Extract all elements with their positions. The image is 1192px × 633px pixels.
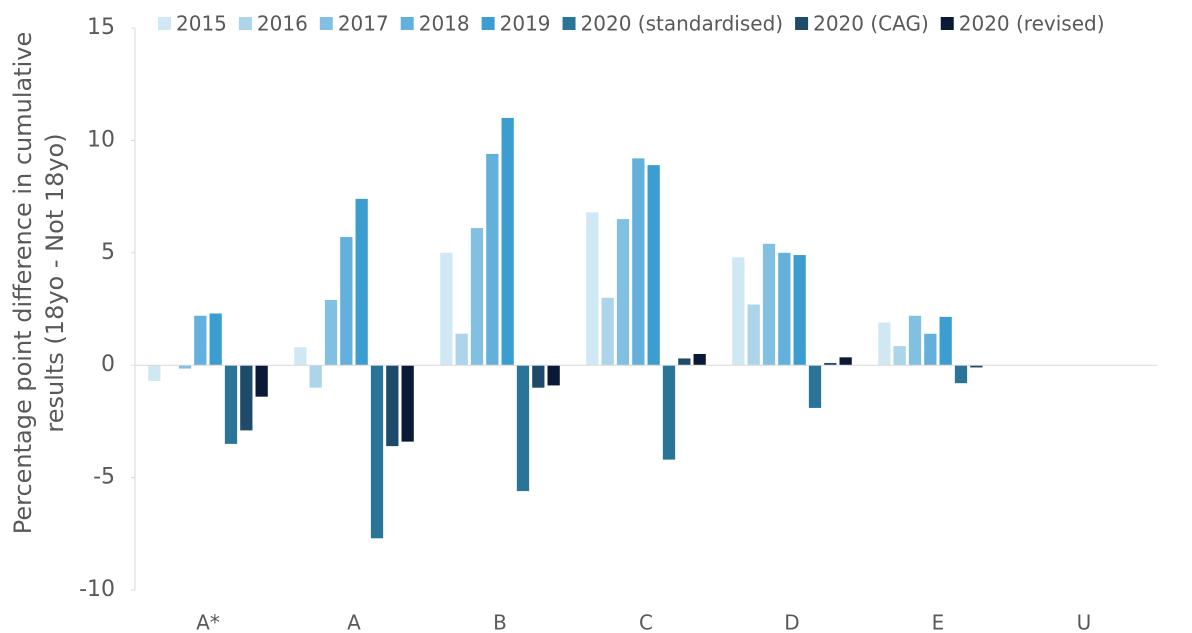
bar xyxy=(178,365,192,369)
y-tick-label: -10 xyxy=(79,577,115,602)
bar xyxy=(839,357,852,366)
legend-swatch xyxy=(795,17,809,30)
bar xyxy=(732,257,745,366)
bar xyxy=(878,322,891,366)
bar xyxy=(647,165,660,366)
bar xyxy=(693,353,706,366)
y-tick-label: 10 xyxy=(87,127,115,152)
bar xyxy=(547,365,560,386)
bar xyxy=(255,365,268,397)
y-tick-label: 15 xyxy=(87,15,115,40)
bar xyxy=(240,365,253,431)
legend-swatch xyxy=(400,17,414,30)
bar xyxy=(601,297,614,366)
bar xyxy=(762,243,776,366)
legend-label: 2015 xyxy=(176,12,227,36)
bar xyxy=(148,365,161,381)
bar xyxy=(440,252,453,366)
bar xyxy=(501,117,514,366)
y-tick-label: 5 xyxy=(101,240,115,265)
bar xyxy=(370,365,384,539)
bar xyxy=(632,158,645,366)
y-tick-label: -5 xyxy=(93,465,115,490)
bar xyxy=(616,219,630,366)
legend-label: 2017 xyxy=(338,12,389,36)
bar xyxy=(970,365,983,368)
y-tick-label: 0 xyxy=(101,352,115,377)
bar xyxy=(532,365,545,388)
bar xyxy=(294,347,307,366)
legend-label: 2016 xyxy=(257,12,308,36)
x-tick-label: D xyxy=(784,611,799,633)
bar xyxy=(678,358,691,366)
x-tick-label: B xyxy=(493,611,507,633)
legend-swatch xyxy=(940,17,954,30)
bar xyxy=(662,365,676,460)
bar xyxy=(324,300,338,366)
legend-label: 2020 (CAG) xyxy=(813,12,929,36)
legend-label: 2020 (standardised) xyxy=(581,12,784,36)
bar xyxy=(954,365,968,384)
bar xyxy=(939,316,952,366)
bar xyxy=(586,212,599,366)
legend-swatch xyxy=(562,17,576,30)
bar xyxy=(355,198,368,366)
x-tick-label: A* xyxy=(196,611,220,633)
x-tick-label: C xyxy=(639,611,653,633)
x-tick-label: U xyxy=(1077,611,1092,633)
bar xyxy=(778,252,791,366)
bar xyxy=(486,153,499,366)
legend-swatch xyxy=(238,17,252,30)
bar xyxy=(309,365,322,388)
bar xyxy=(340,237,353,366)
legend-label: 2020 (revised) xyxy=(959,12,1105,36)
y-axis-label: Percentage point difference in cumulativ… xyxy=(9,32,37,535)
bar xyxy=(224,365,238,444)
bar xyxy=(747,304,760,366)
bar xyxy=(470,228,484,366)
x-tick-label: E xyxy=(932,611,945,633)
bar xyxy=(808,365,822,408)
bar xyxy=(455,333,468,366)
legend-label: 2018 xyxy=(419,12,470,36)
legend-label: 2019 xyxy=(500,12,551,36)
bar xyxy=(386,365,399,447)
bar xyxy=(893,346,906,366)
bar xyxy=(824,362,837,366)
bar xyxy=(194,315,207,366)
bar xyxy=(209,313,222,366)
legend-swatch xyxy=(158,17,171,30)
bar xyxy=(401,365,414,442)
legend-swatch xyxy=(481,17,495,30)
bar xyxy=(516,365,530,492)
bar xyxy=(908,315,922,366)
y-axis-label: results (18yo - Not 18yo) xyxy=(41,133,69,432)
x-tick-label: A xyxy=(347,611,361,633)
bar xyxy=(924,333,937,366)
legend-swatch xyxy=(319,17,333,30)
bar xyxy=(793,255,806,366)
